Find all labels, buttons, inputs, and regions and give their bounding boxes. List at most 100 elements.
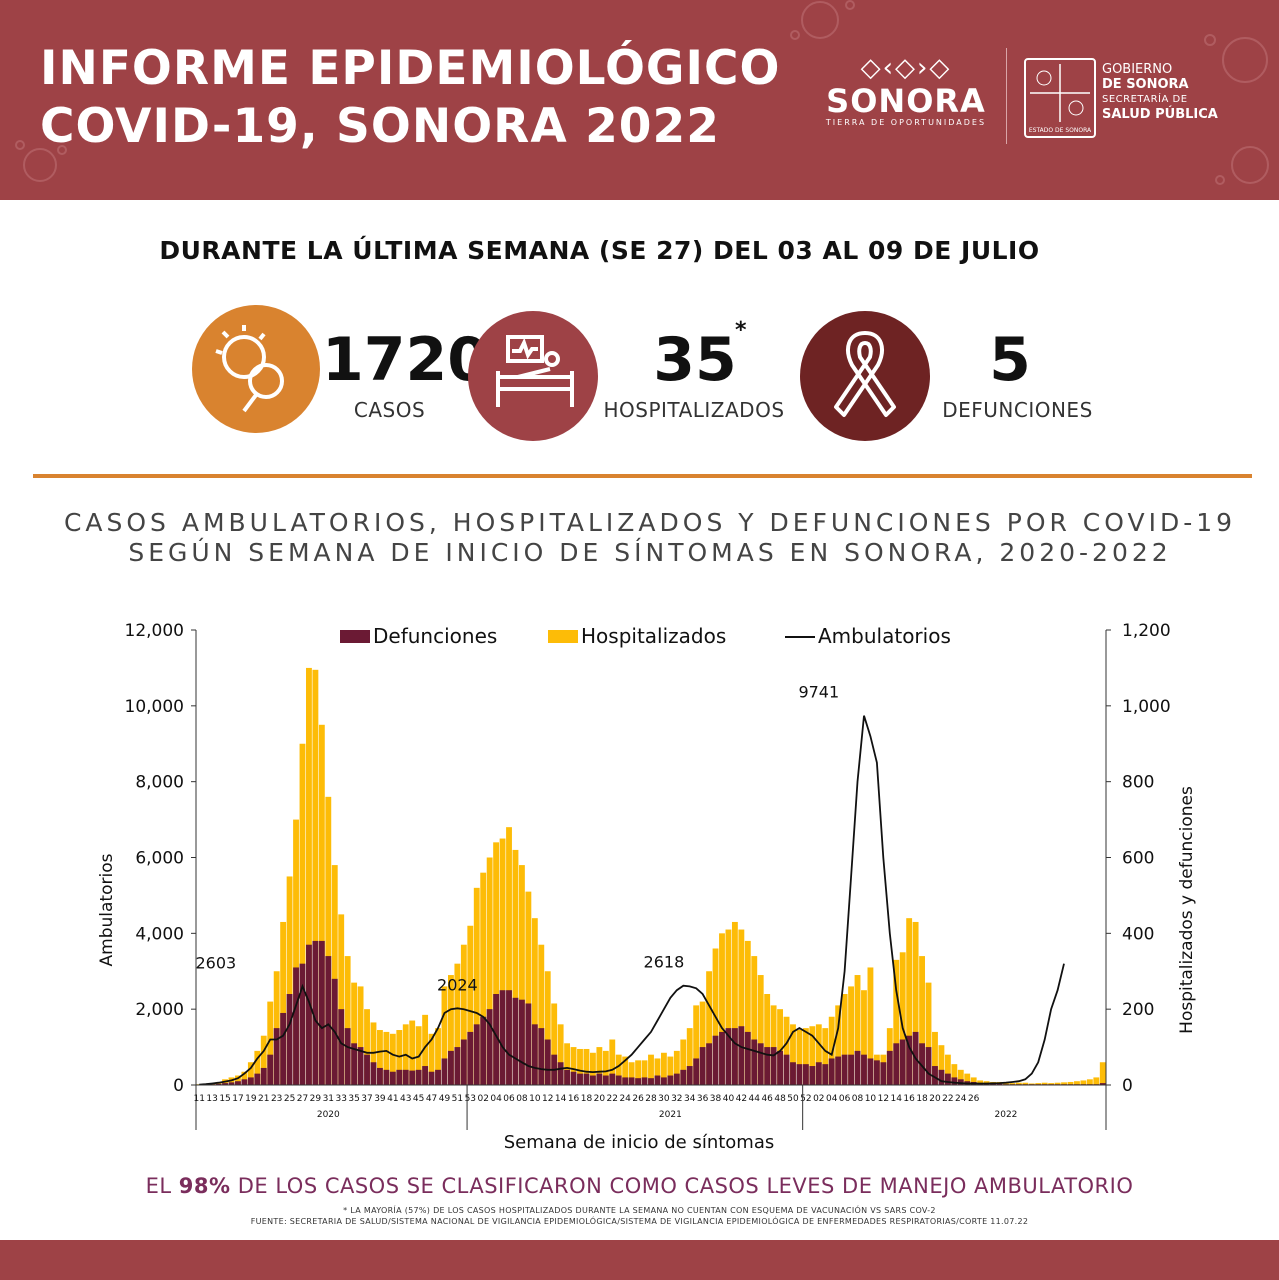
chart-legend: Defunciones Hospitalizados Ambulatorios — [340, 624, 951, 648]
x-tick-label: 38 — [710, 1094, 722, 1104]
death-bar — [267, 1054, 274, 1085]
x-tick-label: 42 — [736, 1094, 747, 1104]
death-bar — [893, 1043, 900, 1085]
hosp-bar — [518, 865, 525, 1085]
death-bar — [996, 1083, 1003, 1085]
x-tick-label: 39 — [374, 1094, 386, 1104]
death-bar — [783, 1054, 790, 1085]
x-tick-label: 12 — [542, 1094, 553, 1104]
death-bar — [486, 1009, 493, 1085]
hosp-bar — [719, 933, 725, 1085]
hosp-bar — [822, 1028, 829, 1085]
death-bar — [428, 1071, 435, 1085]
x-tick-label: 27 — [297, 1094, 308, 1104]
x-tick-label: 53 — [465, 1094, 476, 1104]
hosp-bar — [1035, 1083, 1042, 1085]
death-bar — [925, 1047, 932, 1085]
virus-magnifier-icon — [215, 325, 284, 413]
x-tick-label: 51 — [452, 1094, 463, 1104]
epi-chart: Defunciones Hospitalizados Ambulatorios … — [97, 621, 1197, 1153]
chart-title-line1: CASOS AMBULATORIOS, HOSPITALIZADOS Y DEF… — [63, 508, 1237, 537]
death-bar — [222, 1083, 228, 1085]
x-tick-label: 10 — [865, 1094, 877, 1104]
death-bar — [370, 1062, 377, 1085]
x-tick-label: 02 — [477, 1094, 488, 1104]
death-bar — [919, 1043, 925, 1085]
y-left-tick-label: 8,000 — [135, 773, 184, 793]
death-bar — [415, 1069, 422, 1085]
hosp-bar — [654, 1058, 661, 1085]
death-bar — [686, 1066, 693, 1085]
logo-divider — [1006, 48, 1007, 144]
death-bar — [286, 994, 293, 1085]
hosp-bar — [680, 1039, 687, 1085]
x-tick-label: 26 — [968, 1094, 980, 1104]
x-tick-label: 06 — [839, 1094, 851, 1104]
death-bar — [861, 1054, 867, 1085]
gov-line3: SECRETARÍA DE — [1102, 94, 1188, 105]
hosp-bar — [1041, 1082, 1048, 1085]
death-bar — [299, 963, 306, 1085]
death-bar — [454, 1047, 461, 1085]
hosp-bar — [802, 1028, 809, 1085]
x-tick-label: 16 — [903, 1094, 915, 1104]
hosp-bar — [293, 819, 299, 1085]
y-left-tick-label: 2,000 — [135, 1000, 184, 1020]
x-tick-label: 47 — [426, 1094, 437, 1104]
death-bar — [990, 1083, 996, 1085]
summary-rest: DE LOS CASOS SE CLASIFICARON COMO CASOS … — [230, 1174, 1134, 1198]
death-bar — [886, 1050, 893, 1085]
death-bar — [790, 1062, 796, 1085]
x-tick-label: 50 — [787, 1094, 799, 1104]
cases-value: 1720 — [322, 325, 489, 395]
year-label: 2021 — [659, 1110, 682, 1120]
legend-swatch-defunciones — [340, 630, 370, 643]
hosp-bar — [790, 1024, 796, 1085]
x-tick-label: 02 — [813, 1094, 824, 1104]
death-bar — [241, 1079, 248, 1085]
hosp-bar — [1080, 1080, 1087, 1085]
hosp-bar — [796, 1030, 803, 1085]
death-bar — [512, 997, 519, 1085]
hosp-bar — [809, 1026, 816, 1085]
gov-line1: GOBIERNO — [1102, 62, 1173, 77]
hosp-bar — [325, 796, 332, 1085]
section-divider — [33, 474, 1252, 478]
header-banner: INFORME EPIDEMIOLÓGICO COVID-19, SONORA … — [0, 0, 1279, 200]
hosp-bar — [318, 724, 325, 1085]
legend-label-defunciones: Defunciones — [373, 624, 497, 648]
hosp-bar — [861, 990, 867, 1085]
death-bar — [383, 1069, 390, 1085]
hosp-bar — [1009, 1083, 1016, 1085]
death-bar — [680, 1069, 687, 1085]
x-tick-label: 32 — [671, 1094, 682, 1104]
x-tick-label: 08 — [516, 1094, 528, 1104]
x-tick-label: 40 — [723, 1094, 735, 1104]
hosp-bar — [344, 956, 351, 1085]
death-bar — [506, 990, 512, 1085]
hosp-bar — [383, 1031, 390, 1085]
x-tick-label: 37 — [361, 1094, 372, 1104]
hosp-bar — [351, 982, 358, 1085]
x-tick-label: 16 — [568, 1094, 580, 1104]
death-bar — [306, 944, 312, 1085]
death-bar — [544, 1039, 551, 1085]
death-bar — [557, 1062, 564, 1085]
death-bar — [247, 1077, 254, 1085]
death-bar — [744, 1031, 751, 1085]
death-bar — [667, 1075, 674, 1085]
x-tick-label: 35 — [348, 1094, 359, 1104]
hosp-bar — [1022, 1082, 1029, 1085]
death-bar — [951, 1077, 958, 1085]
chart-title: CASOS AMBULATORIOS, HOSPITALIZADOS Y DEF… — [40, 508, 1260, 568]
death-bar — [435, 1069, 441, 1085]
hosp-bar — [951, 1064, 958, 1085]
peak-annotation: 2024 — [437, 975, 478, 994]
death-bar — [654, 1075, 661, 1085]
cases-label: CASOS — [353, 398, 426, 422]
death-bar — [660, 1077, 667, 1085]
hosp-bar — [389, 1033, 396, 1085]
hosp-bar — [499, 838, 506, 1085]
x-tick-label: 41 — [387, 1094, 398, 1104]
death-bar — [712, 1035, 719, 1085]
